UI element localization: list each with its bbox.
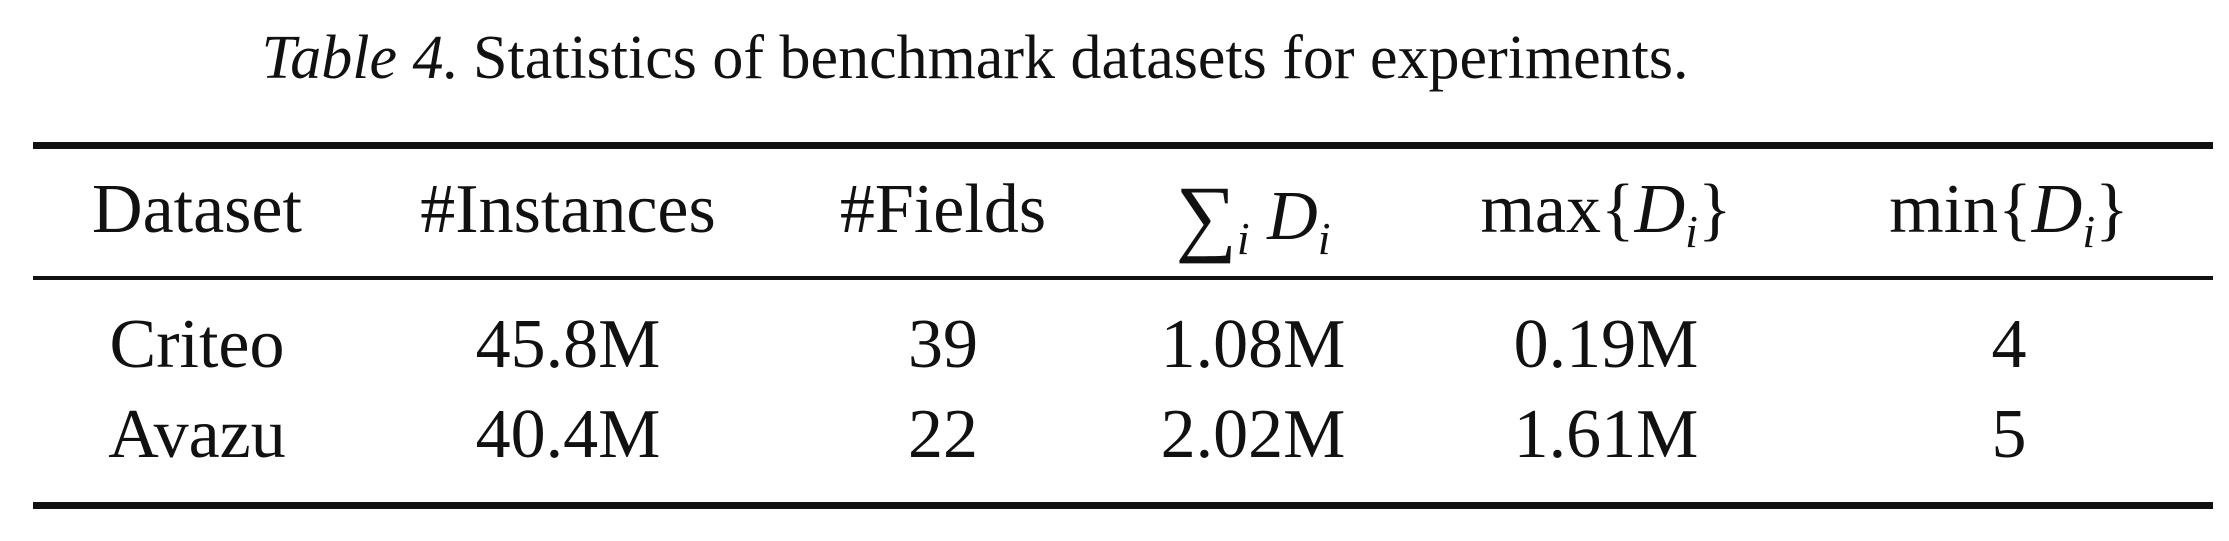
cell-max-d: 1.61M — [1513, 396, 1699, 473]
sum-index: i — [1236, 213, 1250, 264]
min-variable-index: i — [2082, 206, 2096, 257]
cell-fields: 22 — [908, 396, 978, 473]
table-row: Avazu 40.4M 22 2.02M 1.61M 5 — [33, 390, 2213, 480]
min-variable: D — [2031, 171, 2083, 248]
header-max-d: max{Di} — [1480, 165, 1731, 255]
min-left-brace: { — [1998, 171, 2032, 248]
max-variable-index: i — [1685, 206, 1698, 257]
caption-label: Table 4. — [261, 24, 459, 92]
cell-sum-d: 2.02M — [1160, 396, 1346, 473]
table-header-row: Dataset #Instances #Fields ∑i Di max{Di}… — [33, 165, 2213, 262]
cell-instances: 45.8M — [475, 306, 661, 383]
min-right-brace: } — [2095, 171, 2129, 248]
header-fields: #Fields — [839, 171, 1047, 248]
header-min-d: min{Di} — [1889, 165, 2128, 255]
cell-min-d: 5 — [1991, 396, 2027, 473]
cell-max-d: 0.19M — [1513, 306, 1699, 383]
header-sum-d: ∑i Di — [1176, 165, 1331, 262]
header-dataset: Dataset — [92, 171, 302, 248]
max-right-brace: } — [1697, 171, 1732, 248]
caption-text: Statistics of benchmark datasets for exp… — [473, 24, 1689, 92]
table-caption: Table 4. Statistics of benchmark datasets… — [0, 18, 1950, 98]
cell-dataset: Criteo — [109, 306, 285, 383]
cell-sum-d: 1.08M — [1160, 306, 1346, 383]
max-variable: D — [1634, 171, 1686, 248]
cell-dataset: Avazu — [108, 396, 286, 473]
min-operator: min — [1889, 171, 1999, 248]
sum-variable-index: i — [1317, 213, 1331, 264]
header-instances: #Instances — [420, 171, 716, 248]
cell-min-d: 4 — [1991, 306, 2027, 383]
sum-operator: ∑ — [1175, 168, 1237, 264]
cell-fields: 39 — [908, 306, 978, 383]
max-operator: max — [1480, 171, 1601, 248]
table-header-rule — [33, 276, 2213, 280]
table-top-rule — [33, 142, 2213, 149]
table-bottom-rule — [33, 502, 2213, 509]
cell-instances: 40.4M — [475, 396, 661, 473]
max-left-brace: { — [1600, 171, 1635, 248]
table-row: Criteo 45.8M 39 1.08M 0.19M 4 — [33, 300, 2213, 390]
sum-variable: D — [1267, 178, 1318, 255]
